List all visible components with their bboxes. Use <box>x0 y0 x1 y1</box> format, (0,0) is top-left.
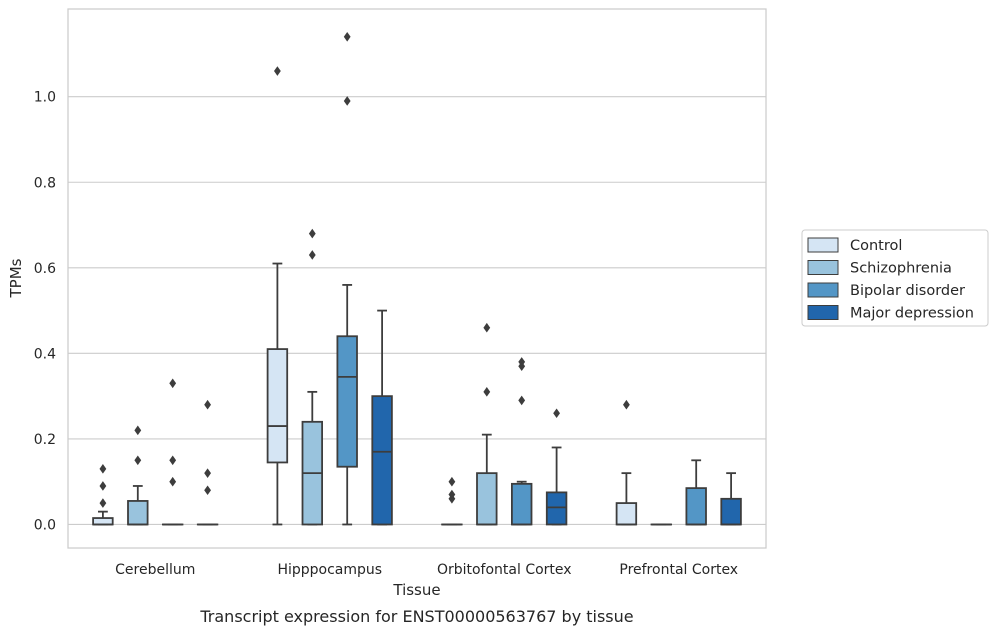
outlier-point <box>483 387 491 397</box>
x-tick-label: Prefrontal Cortex <box>619 562 738 578</box>
y-tick-label: 0.6 <box>34 261 56 277</box>
outlier-point <box>518 357 526 367</box>
series-schizophrenia <box>127 228 673 526</box>
box-body <box>545 491 568 526</box>
outlier-point <box>308 228 316 239</box>
box <box>371 309 393 526</box>
legend-label: Bipolar disorder <box>850 283 965 299</box>
x-tick-label: Cerebellum <box>115 562 195 578</box>
box <box>720 472 742 526</box>
box <box>161 378 184 526</box>
legend-label: Control <box>850 238 902 254</box>
outlier-point <box>169 476 177 487</box>
outlier-point <box>99 481 107 491</box>
legend-swatch <box>807 305 839 320</box>
outlier-point <box>204 399 211 410</box>
legend-label: Major depression <box>850 306 974 322</box>
box-body <box>510 482 533 526</box>
outlier-point <box>169 455 177 466</box>
outlier-point <box>343 32 351 42</box>
legend-swatch <box>807 237 839 253</box>
box <box>127 425 149 526</box>
x-tick-label: Hipppocampus <box>277 562 382 578</box>
box-body <box>685 487 707 526</box>
box-body <box>266 348 289 464</box>
outlier-point <box>99 498 107 508</box>
box <box>476 322 498 526</box>
box <box>301 228 324 526</box>
outlier-point <box>483 322 491 333</box>
y-axis-ticks: 0.0 0.2 0.4 0.6 0.8 1.0 <box>34 90 56 534</box>
legend: Control Schizophrenia Bipolar disorder Majo… <box>801 229 989 327</box>
y-tick-label: 0.8 <box>34 175 56 191</box>
outlier-point <box>134 425 142 436</box>
box-body <box>476 472 498 526</box>
box <box>615 399 638 526</box>
legend-swatch <box>807 260 839 275</box>
series-control <box>92 66 638 526</box>
box-groups <box>92 32 742 526</box>
series-major-depression <box>196 309 742 526</box>
y-tick-label: 0.2 <box>34 432 56 448</box>
box <box>441 476 463 526</box>
box-body <box>92 517 114 526</box>
outlier-point <box>134 455 142 466</box>
grid-lines <box>68 96 766 526</box>
outlier-point <box>623 399 630 410</box>
box <box>92 464 114 526</box>
outlier-point <box>308 250 316 260</box>
box <box>266 66 289 526</box>
box <box>196 399 219 526</box>
outlier-point <box>343 96 351 106</box>
box-body <box>336 335 358 468</box>
box-body <box>615 502 638 526</box>
outlier-point <box>518 395 526 406</box>
legend-label: Schizophrenia <box>850 261 952 277</box>
box <box>510 357 533 526</box>
outlier-point <box>169 378 177 389</box>
outlier-point <box>99 464 107 474</box>
outlier-point <box>274 66 281 76</box>
box <box>336 32 358 526</box>
chart-caption: Transcript expression for ENST0000056376… <box>199 607 633 626</box>
outlier-point <box>204 485 211 496</box>
y-tick-label: 1.0 <box>34 90 56 106</box>
series-bipolar-disorder <box>161 32 707 526</box>
y-tick-label: 0.4 <box>34 346 56 362</box>
box <box>545 408 568 526</box>
y-axis-label: TPMs <box>7 258 25 298</box>
box-body <box>127 500 149 526</box>
outlier-point <box>448 476 456 487</box>
outlier-point <box>204 468 211 478</box>
x-tick-label: Orbitofontal Cortex <box>437 562 572 578</box>
legend-swatch <box>807 282 839 298</box>
y-tick-label: 0.0 <box>34 517 56 533</box>
plot-frame <box>67 8 767 549</box>
outlier-point <box>553 408 560 419</box>
box-body <box>720 497 742 526</box>
x-axis-label: Tissue <box>392 581 440 599</box>
outlier-point <box>448 489 456 500</box>
box <box>685 459 707 526</box>
box-body <box>371 395 393 526</box>
legend-frame <box>801 229 989 327</box>
x-axis-ticks: Cerebellum Hipppocampus Orbitofontal Corte… <box>115 562 738 578</box>
